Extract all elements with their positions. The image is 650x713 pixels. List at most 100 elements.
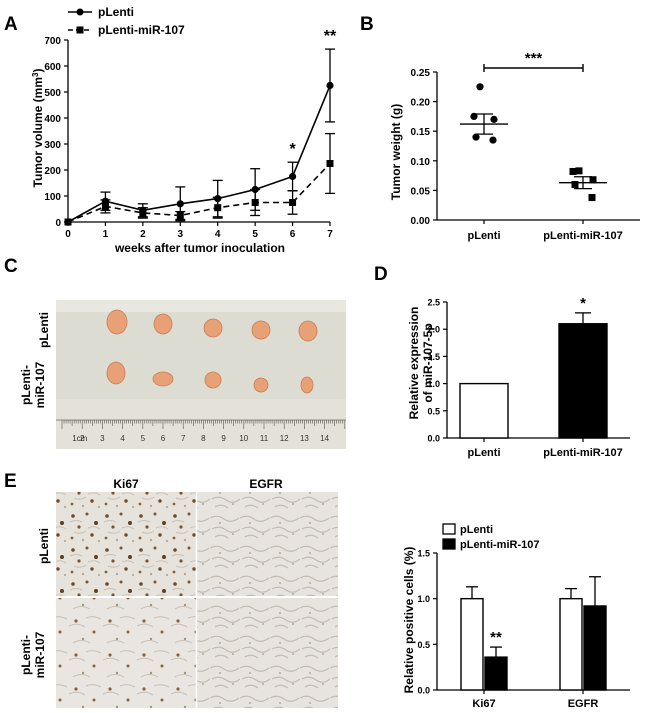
- panel-label-a: A: [4, 14, 18, 35]
- legend-marker-mir107: [76, 26, 84, 34]
- y-tick-label: 0.5: [427, 406, 440, 416]
- data-point-1: [589, 176, 597, 184]
- ruler-number: 11: [260, 434, 269, 443]
- x-tick-label: 5: [252, 229, 258, 240]
- x-tick-label: pLenti: [468, 230, 501, 242]
- ruler-number: 3: [100, 434, 105, 443]
- y-tick-label: 0.0: [427, 434, 440, 444]
- tumor-weight-scatter-chart: Tumor weight (g) 0.00 0.05 0.10 0.15 0.20 0.2…: [389, 50, 640, 242]
- tumor-specimen: [300, 376, 314, 394]
- data-point-series-1: [101, 202, 109, 210]
- x-tick-label: pLenti-miR-107: [543, 230, 622, 242]
- x-tick-label: 0: [65, 229, 71, 240]
- tumor-specimen: [251, 320, 271, 340]
- y-tick-label: 0.25: [411, 68, 431, 79]
- ruler-number: 6: [161, 434, 166, 443]
- data-point-series-1: [251, 199, 259, 206]
- data-point-series-1: [139, 209, 147, 217]
- ruler-number: 7: [181, 434, 186, 443]
- x-tick-label: 1: [103, 229, 109, 240]
- y-tick-label: 0.0: [417, 686, 430, 696]
- positive-cells-bar-chart: Relative positive cells (%) 0.0 0.5 1.0 1.5…: [402, 523, 630, 710]
- column-label-egfr: EGFR: [249, 477, 283, 491]
- y-tick-label: 0: [55, 218, 61, 229]
- data-point-series-1: [214, 204, 222, 212]
- data-point-series-1: [326, 160, 334, 167]
- y-axis-label: Relative positive cells (%): [402, 547, 416, 694]
- x-tick-label: 6: [290, 229, 296, 240]
- y-tick-label: 200: [44, 166, 61, 177]
- data-point-series-0: [288, 172, 297, 181]
- ruler-number: 2: [80, 434, 85, 443]
- legend-swatch-0: [442, 523, 456, 535]
- y-axis-label: Tumor volume (mm3): [31, 69, 45, 188]
- micrograph-row-label-mir107-line2: miR-107: [33, 631, 47, 678]
- x-tick-label: 3: [178, 229, 184, 240]
- y-tick-label: 1.0: [417, 594, 430, 604]
- photo-row-label-mir107-line1: pLenti-: [19, 365, 33, 405]
- data-point-0: [490, 115, 498, 123]
- data-point-1: [569, 167, 577, 175]
- micrograph-egfr-plenti: [197, 492, 338, 596]
- data-point-series-0: [326, 81, 334, 90]
- tumor-volume-line-chart: pLenti pLenti-miR-107 Tumor volume (mm3)…: [31, 5, 337, 255]
- legend-label-mir107: pLenti-miR-107: [98, 23, 185, 37]
- y-tick-label: 0.10: [411, 157, 431, 168]
- tumor-specimen: [106, 361, 126, 385]
- tumor-specimen: [152, 371, 174, 387]
- tumor-specimen: [153, 313, 173, 335]
- micrograph-row-label-mir107-line1: pLenti-: [19, 635, 33, 675]
- ruler-number: 13: [300, 434, 309, 443]
- y-tick-label: 1.0: [427, 379, 440, 389]
- ruler-number: 14: [320, 434, 329, 443]
- tumor-specimen: [298, 320, 318, 342]
- ruler-number: 4: [120, 434, 125, 443]
- ruler-unit: 1cm: [72, 434, 87, 443]
- series-line-0: [67, 85, 331, 223]
- significance-annotation: **: [490, 629, 502, 646]
- bar-ki67-1: [484, 656, 508, 691]
- micrograph-row-label-plenti: pLenti: [37, 528, 51, 564]
- y-tick-label: 2.0: [427, 325, 440, 335]
- y-tick-label: 0.00: [411, 216, 431, 227]
- y-tick-label: 0.20: [411, 98, 431, 109]
- column-label-ki67: Ki67: [113, 477, 139, 491]
- mir107-expression-bar-chart: Relative expressionof miR-107-5p 0.0 0.5 1…: [407, 295, 630, 459]
- y-tick-label: 0.5: [417, 640, 430, 650]
- data-point-0: [489, 136, 497, 144]
- y-tick-label: 100: [44, 192, 61, 203]
- photo-row-label-mir107: pLenti-miR-107: [19, 361, 47, 408]
- ruler-number: 12: [280, 434, 289, 443]
- data-point-0: [476, 83, 484, 91]
- significance-annotation: ***: [525, 50, 543, 67]
- significance-annotation: *: [580, 295, 586, 312]
- panel-label-b: B: [360, 14, 374, 35]
- data-point-0: [472, 133, 480, 141]
- photo-row-label-mir107-line2: miR-107: [33, 361, 47, 408]
- bar-0: [459, 382, 509, 439]
- x-tick-label: 4: [215, 229, 221, 240]
- legend-marker-plenti: [76, 8, 84, 16]
- ihc-micrographs: Ki67 EGFR pLenti pLenti-miR-107: [19, 477, 338, 708]
- significance-annotation: **: [324, 28, 337, 45]
- ruler-number: 5: [141, 434, 146, 443]
- y-tick-label: 700: [44, 36, 61, 47]
- tray-shadow: [56, 300, 346, 312]
- ruler-number: 10: [239, 434, 248, 443]
- micrograph-ki67-mir107: [56, 598, 196, 708]
- tumor-specimen: [253, 377, 269, 393]
- ruler-number: 8: [201, 434, 206, 443]
- bar-1: [558, 323, 608, 439]
- data-point-series-1: [176, 212, 184, 219]
- y-tick-label: 300: [44, 140, 61, 151]
- y-axis-label: Relative expressionof miR-107-5p: [407, 307, 435, 420]
- y-tick-label: 1.5: [427, 352, 440, 362]
- y-tick-label: 0.15: [411, 127, 431, 138]
- data-point-1: [588, 194, 596, 202]
- bar-ki67-0: [460, 597, 484, 691]
- y-tick-label: 2.5: [427, 298, 440, 308]
- y-tick-label: 0.05: [411, 186, 431, 197]
- data-point-series-1: [289, 199, 297, 206]
